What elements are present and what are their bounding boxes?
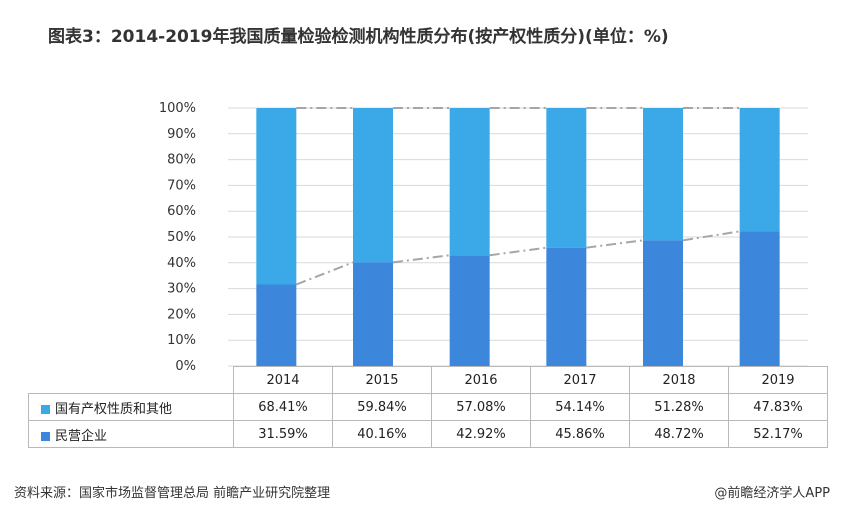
table-corner (28, 366, 234, 394)
bar-private (739, 231, 780, 366)
trend-lines (295, 107, 740, 286)
trend-line-private (586, 239, 644, 249)
y-tick-label: 100% (159, 101, 196, 116)
bar-private (256, 284, 297, 366)
stacked-bar-chart: 0%10%20%30%40%50%60%70%80%90%100% (159, 101, 808, 374)
bar-state-owned (353, 108, 393, 263)
table-header-year: 2019 (728, 366, 828, 394)
y-tick-label: 80% (167, 153, 196, 168)
source-note: 资料来源：国家市场监督管理总局 前瞻产业研究院整理 (14, 486, 331, 501)
table-cell: 54.14% (530, 393, 630, 421)
table-cell: 57.08% (431, 393, 531, 421)
table-header-year: 2018 (629, 366, 729, 394)
y-tick-label: 90% (167, 127, 196, 142)
bar-private (546, 247, 587, 366)
table-cell: 31.59% (233, 420, 333, 448)
trend-line-private (489, 246, 547, 257)
trend-line-private (295, 261, 354, 286)
bar-state-owned (546, 108, 587, 248)
bar-private (353, 262, 393, 366)
table-cell: 52.17% (728, 420, 828, 448)
table-cell: 42.92% (431, 420, 531, 448)
table-header-year: 2015 (332, 366, 432, 394)
table-header-year: 2016 (431, 366, 531, 394)
y-tick-label: 60% (167, 204, 196, 219)
table-header-year: 2014 (233, 366, 333, 394)
table-header-row: 2014 2015 2016 2017 2018 2019 (28, 366, 828, 394)
data-table: 2014 2015 2016 2017 2018 2019 国有产权性质和其他 … (28, 366, 828, 448)
bar-private (643, 240, 683, 366)
table-cell: 59.84% (332, 393, 432, 421)
bar-state-owned (256, 108, 297, 285)
table-cell: 45.86% (530, 420, 630, 448)
y-tick-label: 20% (167, 307, 196, 322)
legend-state-owned: 国有产权性质和其他 (28, 393, 234, 421)
table-cell: 47.83% (728, 393, 828, 421)
bar-state-owned (739, 108, 780, 232)
brand-credit: @前瞻经济学人APP (714, 486, 830, 501)
table-row-state-owned: 国有产权性质和其他 68.41% 59.84% 57.08% 54.14% 51… (28, 393, 828, 421)
bar-state-owned (643, 108, 683, 241)
legend-label-state-owned: 国有产权性质和其他 (55, 401, 173, 417)
table-cell: 40.16% (332, 420, 432, 448)
y-tick-label: 30% (167, 282, 196, 297)
y-tick-label: 50% (167, 230, 196, 245)
legend-swatch-state-owned (41, 404, 50, 414)
bar-private (449, 255, 490, 366)
y-tick-label: 10% (167, 333, 196, 348)
legend-label-private: 民营企业 (55, 428, 108, 444)
chart-title: 图表3：2014-2019年我国质量检验检测机构性质分布(按产权性质分)(单位：… (48, 27, 669, 47)
trend-line-private (392, 254, 450, 264)
bar-state-owned (449, 108, 490, 256)
table-header-year: 2017 (530, 366, 630, 394)
y-tick-label: 70% (167, 178, 196, 193)
table-cell: 48.72% (629, 420, 729, 448)
legend-swatch-private (41, 431, 50, 441)
table-cell: 51.28% (629, 393, 729, 421)
table-cell: 68.41% (233, 393, 333, 421)
table-row-private: 民营企业 31.59% 40.16% 42.92% 45.86% 48.72% … (28, 420, 828, 448)
y-tick-label: 40% (167, 256, 196, 271)
trend-line-private (682, 230, 740, 242)
bars (256, 108, 780, 366)
y-axis-ticks: 0%10%20%30%40%50%60%70%80%90%100% (159, 101, 196, 374)
legend-private: 民营企业 (28, 420, 234, 448)
grid-lines (228, 107, 808, 367)
